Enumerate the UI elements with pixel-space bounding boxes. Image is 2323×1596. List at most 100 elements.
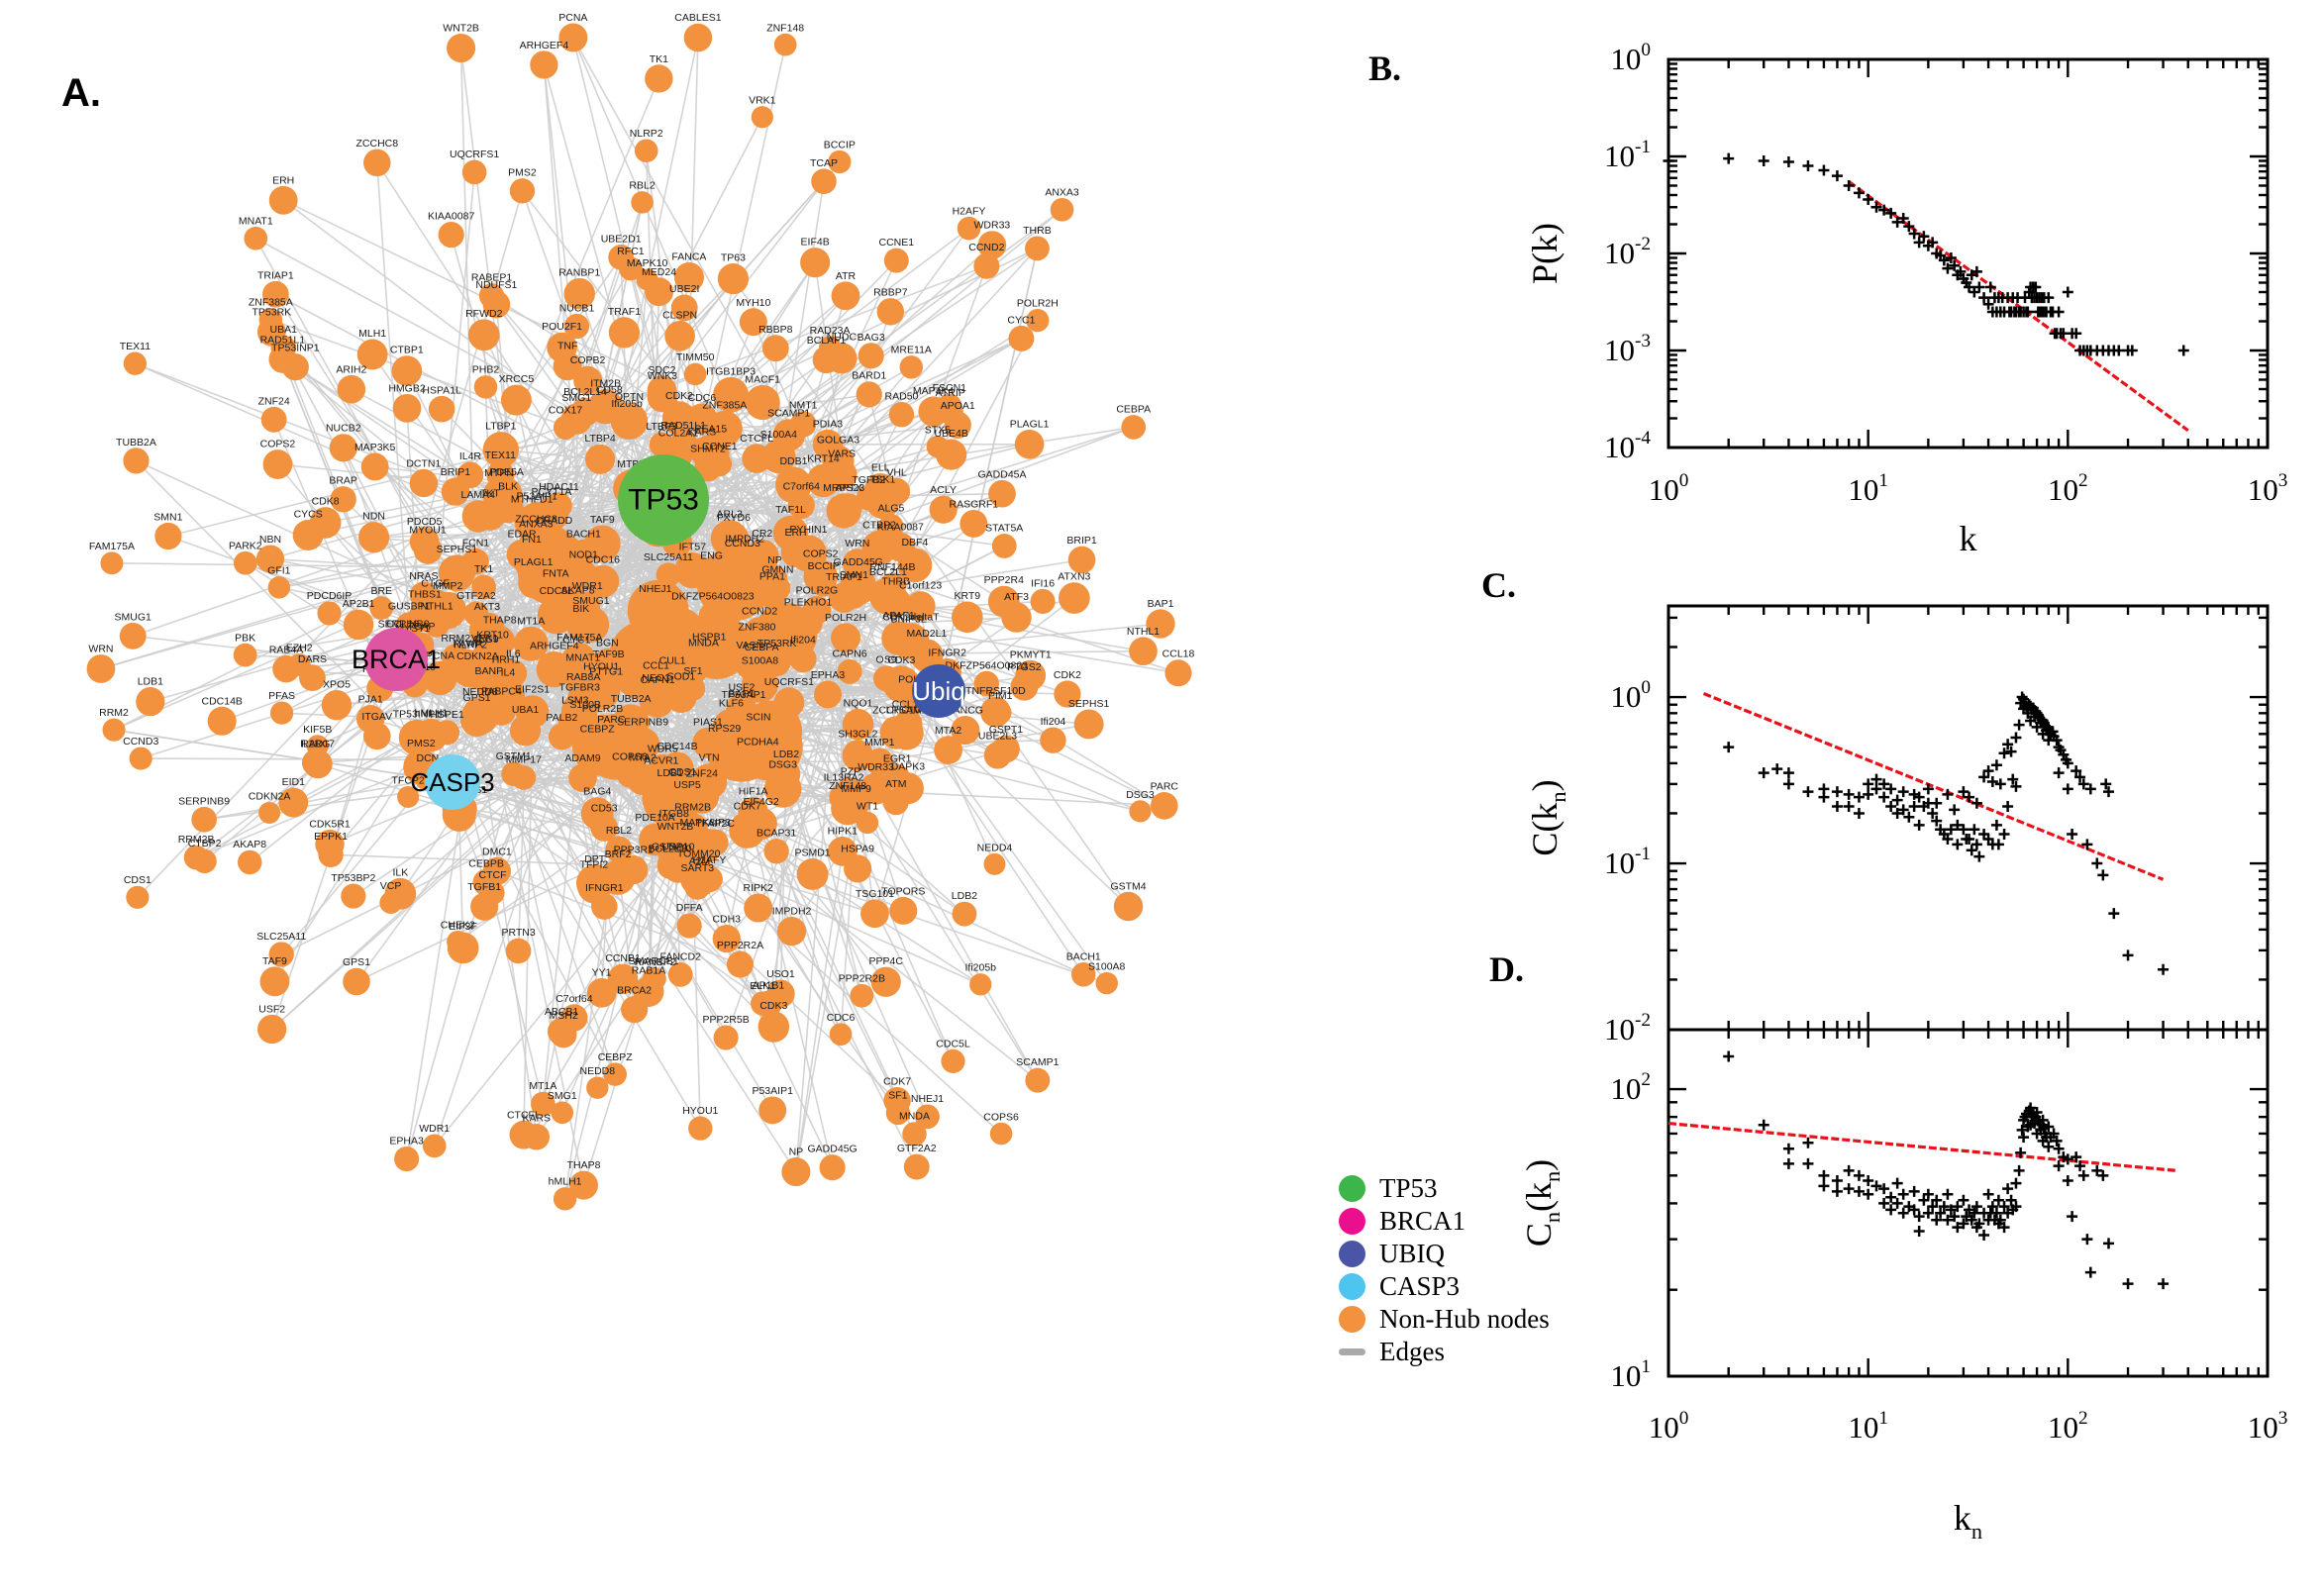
network-node bbox=[856, 381, 882, 408]
gene-label: PLEKHO1 bbox=[784, 597, 833, 609]
gene-label: CDC6 bbox=[827, 1012, 856, 1024]
gene-label: CTBP2 bbox=[862, 519, 896, 531]
network-node bbox=[207, 706, 237, 736]
gene-label: THBS1 bbox=[408, 588, 442, 600]
gene-label: LDB1 bbox=[138, 676, 163, 688]
svg-text:10-2: 10-2 bbox=[1604, 1010, 1651, 1047]
network-node bbox=[842, 708, 874, 741]
network-node bbox=[761, 565, 788, 591]
network-node bbox=[796, 858, 829, 890]
gene-label: ELL bbox=[871, 461, 890, 473]
gene-label: PARC bbox=[1151, 781, 1179, 793]
gene-label: HSPB1 bbox=[692, 631, 727, 643]
hub-node-tp53 bbox=[618, 454, 709, 546]
gene-label: IL4 bbox=[501, 667, 516, 679]
svg-text:10-1: 10-1 bbox=[1604, 844, 1651, 880]
gene-label: EGR1 bbox=[883, 752, 912, 764]
gene-label: FANCD2 bbox=[660, 950, 702, 962]
gene-label: TRIAP1 bbox=[257, 269, 294, 281]
gene-label: PMS2 bbox=[407, 738, 436, 749]
hub-label-ubiq: Ubiq bbox=[912, 676, 964, 706]
gene-label: XRCC5 bbox=[499, 373, 535, 385]
gene-label: MRE11A bbox=[891, 345, 932, 356]
gene-label: UBA1 bbox=[512, 704, 540, 716]
network-node bbox=[822, 445, 855, 478]
gene-label: CDK3 bbox=[759, 1000, 787, 1012]
gene-label: NP bbox=[767, 554, 782, 566]
gene-label: TFPI2 bbox=[580, 859, 609, 871]
gene-label: USF2 bbox=[258, 1003, 285, 1015]
legend-item-edges: Edges bbox=[1339, 1336, 1550, 1368]
gene-label: EIF3F bbox=[449, 921, 477, 933]
network-node bbox=[684, 779, 720, 814]
axis-ticks bbox=[1666, 606, 2270, 1032]
fit-line bbox=[1667, 1121, 2177, 1172]
gene-label: UBE2I bbox=[669, 283, 699, 295]
network-node bbox=[670, 294, 698, 322]
plot-panel-b: 100 10-1 10-2 10-3 10-4 100 101 102 103 P(k) k bbox=[1525, 40, 2287, 558]
gene-label: TAF9 bbox=[262, 955, 287, 967]
network-node bbox=[360, 452, 389, 481]
network-node bbox=[500, 384, 532, 416]
gene-label: CLSPN bbox=[662, 310, 697, 322]
gene-label: KRT14 bbox=[807, 452, 840, 464]
ppi-network-graph: TP53RK KIAA0087 THAP8 CDC14B NLRP2 SMUG1 NTHL1… bbox=[86, 12, 1195, 1211]
gene-label: ANXA3 bbox=[519, 519, 554, 531]
gene-label: EIF4B bbox=[801, 237, 830, 249]
network-node bbox=[520, 501, 554, 535]
axis-tick-labels: 100 10-1 10-2 10-3 10-4 100 101 102 103 bbox=[1604, 40, 2287, 507]
network-node bbox=[1010, 672, 1039, 701]
gene-label: NDUFS1 bbox=[475, 279, 517, 291]
network-node bbox=[523, 1123, 551, 1150]
gene-label: C1orf123 bbox=[899, 580, 942, 592]
gene-label: SCAMP1 bbox=[1016, 1056, 1059, 1068]
network-node bbox=[781, 1157, 811, 1187]
gene-label: YY1 bbox=[592, 966, 612, 978]
gene-label: CYC1 bbox=[1007, 314, 1035, 326]
svg-text:kn: kn bbox=[1954, 1498, 1982, 1544]
panel-c-label: C. bbox=[1481, 565, 1516, 605]
gene-label: PPP3R1 bbox=[614, 845, 654, 856]
network-node bbox=[688, 1116, 713, 1141]
gene-label: COX17 bbox=[549, 404, 583, 416]
gene-label: MNAT1 bbox=[239, 215, 273, 227]
gene-label: CDKN2A bbox=[249, 790, 291, 802]
network-node bbox=[605, 836, 633, 863]
gene-label: IFNGR2 bbox=[928, 647, 966, 658]
network-node bbox=[262, 449, 293, 479]
panel-b-label: B. bbox=[1368, 49, 1402, 88]
gene-label: CTGF bbox=[421, 577, 450, 589]
gene-label: ZCCHC8 bbox=[515, 513, 557, 525]
gene-label: DMC1 bbox=[482, 846, 512, 857]
gene-label: CRADD bbox=[536, 515, 573, 527]
gene-label: ARHGEF4 bbox=[520, 40, 569, 51]
network-node bbox=[726, 693, 757, 724]
gene-label: NUCB2 bbox=[326, 423, 361, 435]
network-node bbox=[744, 893, 773, 923]
gene-label: WDR33 bbox=[974, 220, 1011, 232]
gene-label: STX5 bbox=[925, 424, 951, 436]
gene-label: CTCFL bbox=[507, 1109, 541, 1121]
network-node bbox=[661, 401, 697, 436]
gene-label: MT1A bbox=[517, 615, 545, 627]
gene-label: IFT57 bbox=[679, 542, 707, 553]
gene-label: ARIH2 bbox=[336, 363, 366, 375]
network-node bbox=[712, 924, 741, 953]
gene-label: GUSBP1 bbox=[388, 601, 431, 613]
gene-label: SF1 bbox=[888, 1089, 907, 1101]
gene-label: CD53 bbox=[591, 803, 618, 815]
network-node bbox=[761, 335, 789, 362]
hub-node-casp3 bbox=[425, 754, 480, 810]
gene-label: LSM3 bbox=[561, 694, 589, 706]
network-node bbox=[553, 1187, 577, 1211]
gene-label: THRB bbox=[881, 575, 910, 587]
network-node bbox=[489, 665, 523, 699]
legend-item-brca1: BRCA1 bbox=[1339, 1205, 1550, 1238]
gene-label: PALB2 bbox=[546, 712, 577, 724]
network-node bbox=[969, 973, 992, 996]
network-node bbox=[536, 650, 572, 688]
gene-label: LRSAM1 bbox=[886, 705, 928, 717]
gene-label: EZH2 bbox=[286, 643, 313, 654]
legend-node-swatch bbox=[1339, 1208, 1365, 1235]
